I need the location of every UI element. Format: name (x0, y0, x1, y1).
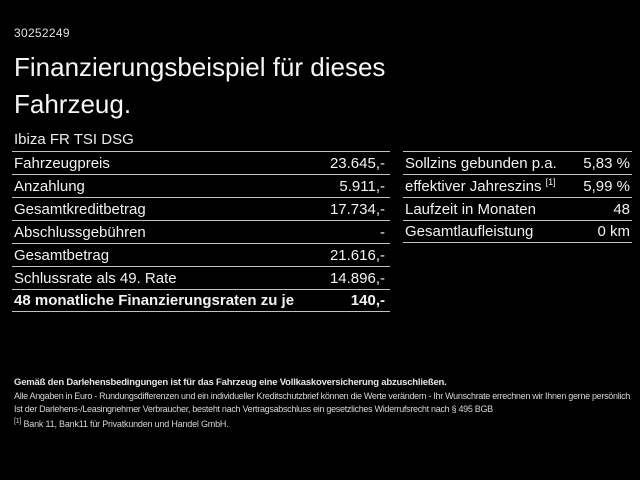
finance-row-label: 48 monatliche Finanzierungsraten zu je (14, 292, 295, 309)
conditions-table: Sollzins gebunden p.a. 5,83 % effektiver… (403, 151, 632, 243)
finance-row-label: Abschlussgebühren (14, 223, 146, 241)
table-row: effektiver Jahreszins [1] 5,99 % (403, 174, 632, 197)
footnote-text: Bank 11, Bank11 für Privatkunden und Han… (23, 419, 229, 429)
page-title: Finanzierungsbeispiel für dieses Fahrzeu… (14, 49, 385, 123)
table-row: Fahrzeugpreis 23.645,- (12, 151, 390, 174)
table-row: Gesamtbetrag 21.616,- (12, 243, 390, 266)
finance-row-label: Anzahlung (14, 177, 85, 195)
table-row: Abschlussgebühren - (12, 220, 390, 243)
condition-row-value: 5,99 % (583, 177, 630, 195)
condition-label-text: effektiver Jahreszins (405, 177, 542, 195)
vehicle-name: Ibiza FR TSI DSG (14, 131, 134, 148)
finance-row-value: 14.896,- (329, 269, 385, 287)
table-row: Sollzins gebunden p.a. 5,83 % (403, 151, 632, 174)
condition-row-value: 48 (613, 200, 630, 218)
table-row: Schlussrate als 49. Rate 14.896,- (12, 266, 390, 289)
finance-row-value: - (380, 223, 385, 241)
condition-row-value: 5,83 % (583, 154, 630, 172)
finance-row-value: 21.616,- (329, 246, 385, 264)
condition-row-label: Sollzins gebunden p.a. (405, 154, 557, 172)
footnote-marker: [1] (14, 418, 22, 425)
condition-row-label: Gesamtlaufleistung (405, 223, 534, 240)
finance-row-label: Gesamtbetrag (14, 246, 110, 264)
disclaimer-line-1: Alle Angaben in Euro - Rundungsdifferenz… (14, 391, 630, 401)
condition-row-label: effektiver Jahreszins [1] (405, 176, 556, 195)
table-row: Anzahlung 5.911,- (12, 174, 390, 197)
finance-row-label: Gesamtkreditbetrag (14, 200, 146, 218)
condition-row-label: Laufzeit in Monaten (405, 200, 536, 218)
finance-table: Fahrzeugpreis 23.645,- Anzahlung 5.911,-… (12, 151, 390, 312)
finance-row-label: Fahrzeugpreis (14, 154, 110, 172)
page-title-line2: Fahrzeug. (14, 89, 132, 119)
bank-footnote: [1] Bank 11, Bank11 für Privatkunden und… (14, 418, 229, 429)
disclaimer-line-2: Ist der Darlehens-/Leasingnehmer Verbrau… (14, 404, 493, 414)
vehicle-id: 30252249 (14, 26, 70, 40)
table-row: Laufzeit in Monaten 48 (403, 197, 632, 220)
condition-row-value: 0 km (597, 223, 630, 240)
finance-row-value: 5.911,- (339, 177, 385, 195)
footnote-marker: [1] (545, 176, 556, 187)
finance-row-label: Schlussrate als 49. Rate (14, 269, 177, 287)
finance-row-value: 23.645,- (329, 154, 385, 172)
finance-row-value: 140,- (350, 292, 385, 309)
table-row: Gesamtlaufleistung 0 km (403, 220, 632, 243)
table-row: Gesamtkreditbetrag 17.734,- (12, 197, 390, 220)
page-title-line1: Finanzierungsbeispiel für dieses (14, 52, 386, 82)
insurance-note: Gemäß den Darlehensbedingungen ist für d… (14, 377, 447, 388)
table-row-monthly-rate: 48 monatliche Finanzierungsraten zu je 1… (12, 289, 390, 312)
finance-row-value: 17.734,- (329, 200, 385, 218)
